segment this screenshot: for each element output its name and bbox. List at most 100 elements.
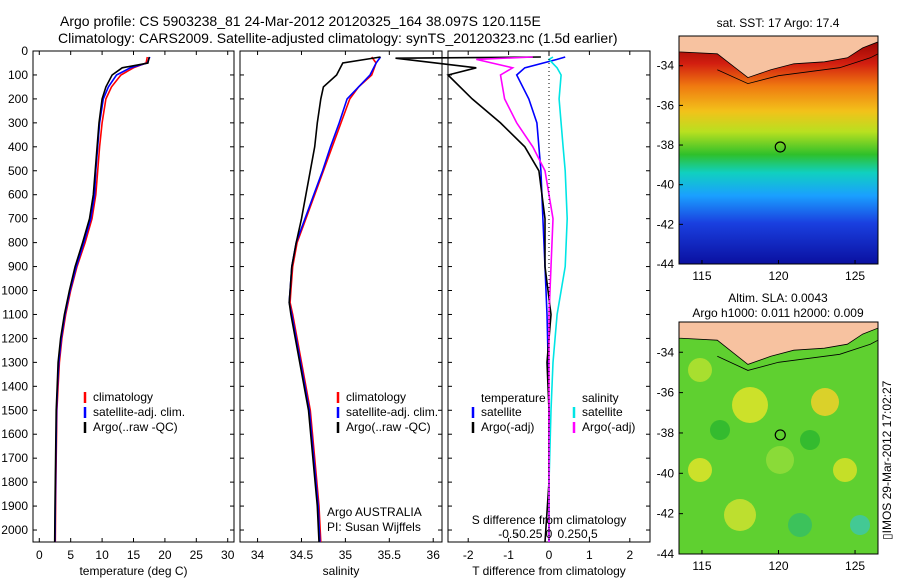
difference-series-s-satellite xyxy=(547,56,569,542)
salinity-annotation-line-1: Argo AUSTRALIA xyxy=(327,505,422,519)
temperature-ytick-label: 800 xyxy=(8,236,28,250)
temperature-ytick-label: 500 xyxy=(8,164,28,178)
temperature-legend-label: Argo(..raw -QC) xyxy=(93,420,178,434)
temperature-ytick-label: 700 xyxy=(8,212,28,226)
sst-map-xtick-label: 125 xyxy=(845,269,865,283)
difference-xtick-label: -2 xyxy=(463,548,474,562)
temperature-xtick-label: 5 xyxy=(67,548,74,562)
sst-map-xtick-label: 120 xyxy=(768,269,788,283)
sla-anomaly-blob xyxy=(850,515,870,535)
salinity-xtick-label: 34.5 xyxy=(290,548,314,562)
salinity-legend-label: satellite-adj. clim. xyxy=(346,405,438,419)
imos-logo-icon: ▯ xyxy=(880,533,894,540)
salinity-series-climatology xyxy=(289,56,377,543)
temperature-ytick-label: 1500 xyxy=(1,403,28,417)
difference-legend-label: satellite xyxy=(481,405,522,419)
temperature-xtick-label: 30 xyxy=(221,548,235,562)
temperature-xtick-label: 15 xyxy=(127,548,141,562)
difference-series-t-argo-adj- xyxy=(395,56,552,543)
difference-s-tick-label: 0 xyxy=(546,527,553,541)
difference-s-tick-label: 0.5 xyxy=(581,527,598,541)
sst-map-ytick-label: -40 xyxy=(657,178,675,192)
sla-map-xtick-label: 115 xyxy=(692,559,711,573)
sla-map-xtick-label: 120 xyxy=(768,559,788,573)
temperature-ytick-label: 1900 xyxy=(1,499,28,513)
sst-map-title: sat. SST: 17 Argo: 17.4 xyxy=(717,16,840,30)
temperature-xtick-label: 25 xyxy=(190,548,204,562)
sla-anomaly-blob xyxy=(833,458,857,482)
difference-legend-title-temperature: temperature xyxy=(481,391,546,405)
imos-timestamp: ▯IMOS 29-Mar-2012 17:02:27 xyxy=(880,381,894,540)
salinity-xtick-label: 35 xyxy=(339,548,353,562)
salinity-series-argo-raw-qc- xyxy=(288,56,381,543)
temperature-xtick-label: 20 xyxy=(158,548,172,562)
figure-title-line-2: Climatology: CARS2009. Satellite-adjuste… xyxy=(58,30,618,46)
temperature-ytick-label: 200 xyxy=(8,92,28,106)
temperature-xtick-label: 0 xyxy=(36,548,43,562)
sla-anomaly-blob xyxy=(766,446,794,474)
sla-map-argo-marker xyxy=(774,429,786,441)
sla-anomaly-blob xyxy=(732,387,768,423)
sst-map-ytick-label: -34 xyxy=(657,59,675,73)
salinity-xtick-label: 35.5 xyxy=(378,548,402,562)
sla-map-land xyxy=(679,322,878,365)
difference-xtick-label: 2 xyxy=(626,548,633,562)
sla-map-ytick-label: -38 xyxy=(657,426,675,440)
sla-map-ytick-label: -42 xyxy=(657,507,675,521)
temperature-ytick-label: 300 xyxy=(8,116,28,130)
salinity-annotation-line-2: PI: Susan Wijffels xyxy=(327,520,421,534)
temperature-ytick-label: 2000 xyxy=(1,523,28,537)
salinity-legend-label: climatology xyxy=(346,390,406,404)
temperature-xtick-label: 10 xyxy=(95,548,109,562)
temperature-ytick-label: 1000 xyxy=(1,284,28,298)
sst-map-ytick-label: -42 xyxy=(657,217,675,231)
sla-anomaly-blob xyxy=(710,420,730,440)
sst-gradient-field xyxy=(679,36,878,264)
sst-map-land xyxy=(679,36,878,79)
temperature-ytick-label: 1300 xyxy=(1,355,28,369)
sla-map-isobath xyxy=(717,339,878,371)
temperature-ytick-label: 1600 xyxy=(1,427,28,441)
temperature-ytick-label: 0 xyxy=(21,44,28,58)
sla-map-title-line-2: Argo h1000: 0.011 h2000: 0.009 xyxy=(692,306,864,320)
difference-series-s-argo-adj- xyxy=(476,56,554,542)
difference-s-tick-label: -0.5 xyxy=(498,527,519,541)
temperature-ytick-label: 1800 xyxy=(1,475,28,489)
temperature-legend-label: satellite-adj. clim. xyxy=(93,405,185,419)
sla-anomaly-blob xyxy=(688,458,712,482)
sst-map-xtick-label: 115 xyxy=(692,269,711,283)
sst-map-isobath xyxy=(717,53,878,85)
sla-map-xtick-label: 125 xyxy=(845,559,865,573)
difference-legend-label: satellite xyxy=(582,405,623,419)
temperature-ytick-label: 1200 xyxy=(1,331,28,345)
sla-map-ytick-label: -40 xyxy=(657,466,675,480)
difference-xtick-label: 0 xyxy=(546,548,553,562)
sla-map-ytick-label: -36 xyxy=(657,386,675,400)
salinity-xlabel: salinity xyxy=(323,564,360,578)
salinity-xtick-label: 36 xyxy=(427,548,441,562)
sst-map-field xyxy=(679,36,878,264)
temperature-xlabel: temperature (deg C) xyxy=(79,564,187,578)
sla-anomaly-blob xyxy=(788,513,812,537)
difference-series-t-satellite xyxy=(515,56,566,542)
sla-anomaly-blob xyxy=(688,358,712,382)
difference-legend-label: Argo(-adj) xyxy=(582,420,635,434)
difference-xtick-label: 1 xyxy=(586,548,593,562)
imos-timestamp-text: IMOS 29-Mar-2012 17:02:27 xyxy=(880,380,894,534)
figure-title-line-1: Argo profile: CS 5903238_81 24-Mar-2012 … xyxy=(60,13,541,29)
sla-anomaly-blob xyxy=(724,499,756,531)
temperature-ytick-label: 100 xyxy=(8,68,28,82)
salinity-series-satellite-adj-clim- xyxy=(288,56,382,543)
temperature-ytick-label: 400 xyxy=(8,140,28,154)
temperature-series-argo-raw-qc- xyxy=(53,56,150,543)
sla-map-ytick-label: -34 xyxy=(657,345,675,359)
sst-map-ytick-label: -36 xyxy=(657,98,675,112)
sla-map-title-line-1: Altim. SLA: 0.0043 xyxy=(728,291,828,305)
sla-background-field xyxy=(679,322,878,554)
temperature-series-climatology xyxy=(54,56,149,543)
salinity-axes-box xyxy=(239,50,443,543)
temperature-ytick-label: 1100 xyxy=(2,307,28,321)
sla-map-ytick-label: -44 xyxy=(657,547,675,561)
sla-anomaly-blob xyxy=(811,388,839,416)
